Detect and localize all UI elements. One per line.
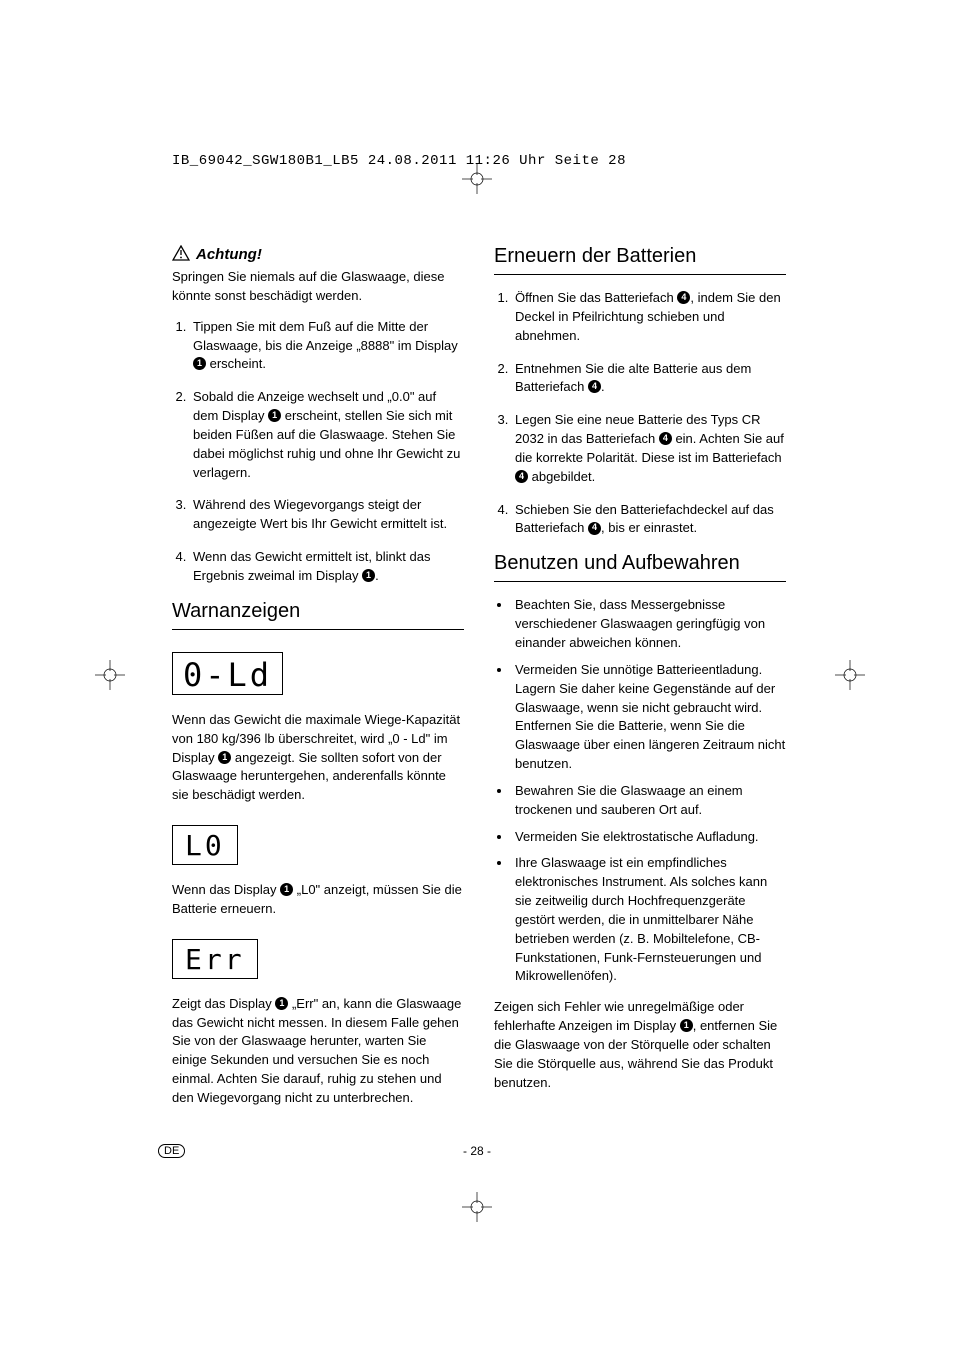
battery-heading: Erneuern der Batterien bbox=[494, 245, 786, 275]
callout-1-icon: 1 bbox=[275, 997, 288, 1010]
list-item: Öffnen Sie das Batteriefach 4, indem Sie… bbox=[512, 289, 786, 346]
callout-1-icon: 1 bbox=[193, 357, 206, 370]
callout-1-icon: 1 bbox=[680, 1019, 693, 1032]
list-item: Sobald die Anzeige wechselt und „0.0" au… bbox=[190, 388, 464, 482]
crop-mark-bottom bbox=[462, 1192, 492, 1222]
warning-indicators-heading: Warnanzeigen bbox=[172, 600, 464, 630]
crop-mark-left bbox=[95, 660, 125, 690]
usage-heading: Benutzen und Aufbewahren bbox=[494, 552, 786, 582]
lcd-overload-display: 0-Ld bbox=[172, 652, 283, 695]
callout-1-icon: 1 bbox=[268, 409, 281, 422]
callout-1-icon: 1 bbox=[280, 883, 293, 896]
battery-steps: Öffnen Sie das Batteriefach 4, indem Sie… bbox=[494, 289, 786, 538]
callout-1-icon: 1 bbox=[218, 751, 231, 764]
list-item: Während des Wiegevorgangs steigt der ang… bbox=[190, 496, 464, 534]
callout-4-icon: 4 bbox=[659, 432, 672, 445]
usage-bullets: Beachten Sie, dass Messergebnisse versch… bbox=[494, 596, 786, 986]
error-text: Zeigt das Display 1 „Err" an, kann die G… bbox=[172, 995, 464, 1108]
list-item: Entnehmen Sie die alte Batterie aus dem … bbox=[512, 360, 786, 398]
list-item: Vermeiden Sie elektrostatische Aufladung… bbox=[512, 828, 786, 847]
right-column: Erneuern der Batterien Öffnen Sie das Ba… bbox=[494, 245, 786, 1108]
list-item: Legen Sie eine neue Batterie des Typs CR… bbox=[512, 411, 786, 486]
lcd-lowbatt-display: L0 bbox=[172, 825, 238, 865]
lowbatt-text: Wenn das Display 1 „L0" anzeigt, müssen … bbox=[172, 881, 464, 919]
page-number: - 28 - bbox=[0, 1144, 954, 1158]
left-column: Achtung! Springen Sie niemals auf die Gl… bbox=[172, 245, 464, 1108]
callout-4-icon: 4 bbox=[588, 380, 601, 393]
callout-4-icon: 4 bbox=[588, 522, 601, 535]
overload-text: Wenn das Gewicht die maximale Wiege-Kapa… bbox=[172, 711, 464, 805]
weighing-steps: Tippen Sie mit dem Fuß auf die Mitte der… bbox=[172, 318, 464, 586]
list-item: Bewahren Sie die Glaswaage an einem troc… bbox=[512, 782, 786, 820]
warning-triangle-icon bbox=[172, 245, 190, 264]
list-item: Wenn das Gewicht ermittelt ist, blinkt d… bbox=[190, 548, 464, 586]
list-item: Vermeiden Sie unnötige Batterieentladung… bbox=[512, 661, 786, 774]
list-item: Tippen Sie mit dem Fuß auf die Mitte der… bbox=[190, 318, 464, 375]
crop-mark-right bbox=[835, 660, 865, 690]
achtung-label: Achtung! bbox=[196, 246, 262, 263]
callout-1-icon: 1 bbox=[362, 569, 375, 582]
achtung-intro: Springen Sie niemals auf die Glaswaage, … bbox=[172, 268, 464, 306]
list-item: Ihre Glaswaage ist ein empfindliches ele… bbox=[512, 854, 786, 986]
closing-paragraph: Zeigen sich Fehler wie unregelmäßige ode… bbox=[494, 998, 786, 1092]
lcd-error-display: Err bbox=[172, 939, 258, 979]
callout-4-icon: 4 bbox=[515, 470, 528, 483]
print-header: IB_69042_SGW180B1_LB5 24.08.2011 11:26 U… bbox=[172, 153, 626, 169]
crop-mark-top bbox=[462, 164, 492, 194]
list-item: Schieben Sie den Batteriefachdeckel auf … bbox=[512, 501, 786, 539]
callout-4-icon: 4 bbox=[677, 291, 690, 304]
list-item: Beachten Sie, dass Messergebnisse versch… bbox=[512, 596, 786, 653]
